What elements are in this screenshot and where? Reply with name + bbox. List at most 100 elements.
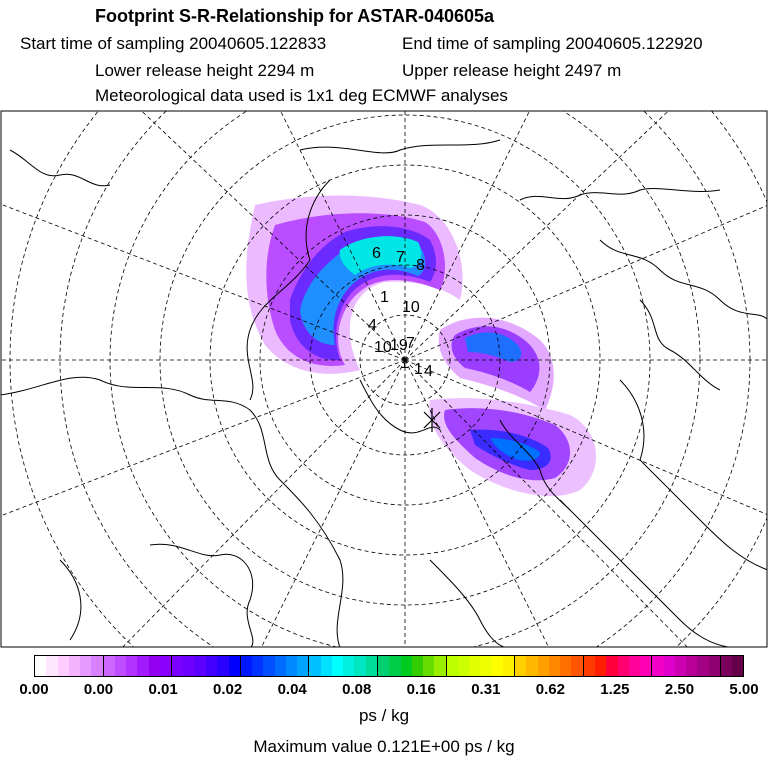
colorbar-cell xyxy=(651,656,664,676)
colorbar-units: ps / kg xyxy=(358,706,410,725)
colorbar-cell xyxy=(285,656,298,676)
colorbar-cell xyxy=(480,656,492,676)
colorbar-cell xyxy=(514,656,527,676)
colorbar-cell xyxy=(560,656,572,676)
colorbar-cell xyxy=(686,656,698,676)
colorbar-cell xyxy=(171,656,184,676)
colorbar-cell xyxy=(148,656,160,676)
contour-label: 8 xyxy=(416,257,425,274)
colorbar-cell xyxy=(548,656,561,676)
colorbar-cell xyxy=(320,656,332,676)
meridians xyxy=(1,111,767,647)
start-time-label: Start time of sampling 20040605.122833 xyxy=(20,34,327,53)
colorbar-cell xyxy=(606,656,618,676)
contour-label: 7 xyxy=(406,335,415,352)
colorbar-cell xyxy=(537,656,549,676)
colorbar-cell xyxy=(708,656,720,676)
colorbar-cell xyxy=(354,656,366,676)
colorbar-cell xyxy=(595,656,607,676)
colorbar-cell xyxy=(526,656,538,676)
colorbar-cell xyxy=(571,656,583,676)
contour-label: 1 xyxy=(380,289,389,306)
colorbar-cell xyxy=(68,656,81,676)
colorbar-cell xyxy=(628,656,641,676)
colorbar-cell xyxy=(274,656,286,676)
colorbar-tick-label: 0.08 xyxy=(342,681,372,698)
max-value-label: Maximum value 0.121E+00 ps / kg xyxy=(253,737,515,756)
footprint-plume xyxy=(246,195,597,497)
colorbar-cell xyxy=(217,656,229,676)
coastlines xyxy=(1,139,767,647)
colorbar-cell xyxy=(502,656,515,676)
colorbar-cell xyxy=(159,656,172,676)
colorbar-cell xyxy=(582,656,596,676)
colorbar-cell xyxy=(365,656,377,676)
colorbar-tick-label: 0.04 xyxy=(277,681,307,698)
colorbar-cell xyxy=(183,656,195,676)
colorbar-cell xyxy=(239,656,253,676)
colorbar-tick-label: 0.00 xyxy=(19,681,49,698)
end-time-label: End time of sampling 20040605.122920 xyxy=(402,34,703,53)
colorbar-tick-label: 2.50 xyxy=(664,681,695,698)
colorbar-cell xyxy=(80,656,92,676)
contour-labels: 6 7 8 1 10 4 10 19 7 1 1 4 xyxy=(368,245,433,380)
colorbar-tick-label: 1.25 xyxy=(600,681,630,698)
colorbar-cell xyxy=(663,656,675,676)
plot-title: Footprint S-R-Relationship for ASTAR-040… xyxy=(95,6,495,26)
colorbar-cell xyxy=(491,656,503,676)
colorbar-cell xyxy=(411,656,424,676)
contour-label: 10 xyxy=(374,339,392,356)
colorbar-cell xyxy=(469,656,481,676)
colorbar-cell xyxy=(400,656,412,676)
colorbar-cell xyxy=(114,656,127,676)
contour-label: 4 xyxy=(368,317,377,334)
colorbar-cell xyxy=(252,656,264,676)
colorbar-cell xyxy=(674,656,687,676)
colorbar-cell xyxy=(57,656,69,676)
colorbar-cell xyxy=(445,656,458,676)
colorbar-cell xyxy=(697,656,709,676)
colorbar-cell xyxy=(308,656,321,676)
colorbar-cell xyxy=(102,656,115,676)
map-frame xyxy=(0,110,768,648)
lower-height-label: Lower release height 2294 m xyxy=(95,61,315,80)
colorbar-cell xyxy=(376,656,390,676)
colorbar-cell xyxy=(640,656,652,676)
colorbar-cell xyxy=(331,656,344,676)
upper-height-label: Upper release height 2497 m xyxy=(402,61,622,80)
colorbar-cell xyxy=(423,656,435,676)
contour-label: 19 xyxy=(390,337,408,354)
colorbar-cell xyxy=(457,656,470,676)
contour-label: 10 xyxy=(402,299,420,316)
contour-label: 4 xyxy=(424,363,433,380)
footprint-map: 6 7 8 1 10 4 10 19 7 1 1 4 xyxy=(0,110,768,648)
colorbar-tick-label: 0.16 xyxy=(406,681,436,698)
colorbar-cell xyxy=(297,656,309,676)
contour-label: 1 xyxy=(400,355,409,372)
release-site-marker xyxy=(423,408,441,432)
colorbar-cell xyxy=(126,656,138,676)
contour-label: 1 xyxy=(414,361,423,378)
colorbar-cell xyxy=(343,656,355,676)
colorbar-cell xyxy=(389,656,401,676)
colorbar-ticks: 0.00 0.00 0.01 0.02 0.04 0.08 0.16 0.31 0.62 1.25… xyxy=(0,681,768,701)
colorbar-cell xyxy=(434,656,446,676)
colorbar-cell xyxy=(617,656,629,676)
contour-label: 6 xyxy=(372,245,381,262)
colorbar-tick-label: 0.31 xyxy=(471,681,501,698)
colorbar-cell xyxy=(137,656,149,676)
colorbar-cell xyxy=(194,656,206,676)
colorbar-cell xyxy=(35,656,47,676)
colorbar-tick-label: 0.02 xyxy=(213,681,243,698)
colorbar-tick-label: 0.01 xyxy=(148,681,178,698)
colorbar-tick-label: 5.00 xyxy=(729,681,759,698)
colorbar-cell xyxy=(205,656,218,676)
colorbar-cell xyxy=(719,656,733,676)
colorbar-cell xyxy=(263,656,275,676)
colorbar-cell xyxy=(91,656,103,676)
colorbar-tick-label: 0.00 xyxy=(83,681,114,698)
met-data-label: Meteorological data used is 1x1 deg ECMW… xyxy=(95,86,508,105)
contour-label: 7 xyxy=(396,249,405,266)
colorbar-cell xyxy=(732,656,744,676)
colorbar-cell xyxy=(46,656,58,676)
